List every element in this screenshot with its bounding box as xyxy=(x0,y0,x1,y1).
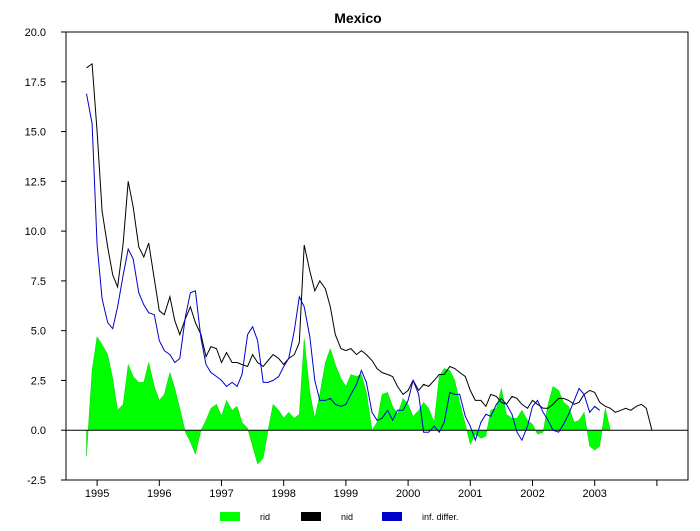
x-tick-label: 1999 xyxy=(334,488,358,500)
legend-label: rid xyxy=(260,512,270,522)
x-tick-label: 1995 xyxy=(85,488,109,500)
x-tick-label: 1996 xyxy=(147,488,171,500)
y-axis: -2.5 0.0 2.5 5.0 7.5 10.0 12.5 15.0 17.5 20.0 xyxy=(25,27,66,487)
y-tick-label: 0.0 xyxy=(31,425,46,437)
chart-title: Mexico xyxy=(334,10,381,26)
x-tick-label: 1997 xyxy=(209,488,233,500)
y-tick-label: 15.0 xyxy=(25,127,46,139)
series-inf-differ-line xyxy=(86,93,601,442)
y-tick-label: -2.5 xyxy=(27,475,46,487)
y-tick-label: 2.5 xyxy=(31,375,46,387)
legend-swatch xyxy=(220,512,240,521)
x-tick-label: 2002 xyxy=(520,488,544,500)
plot-area xyxy=(65,31,689,481)
x-tick-label: 2000 xyxy=(396,488,420,500)
x-tick-label: 2001 xyxy=(458,488,482,500)
y-tick-label: 17.5 xyxy=(25,77,46,89)
x-tick-label: 1998 xyxy=(271,488,295,500)
legend-swatch xyxy=(301,512,321,521)
legend-label: inf. differ. xyxy=(422,512,458,522)
x-axis: 1995 1996 1997 1998 1999 2000 2001 2002 2003 xyxy=(85,480,658,500)
legend-swatch xyxy=(382,512,402,521)
y-tick-label: 12.5 xyxy=(25,176,46,188)
y-tick-label: 10.0 xyxy=(25,226,46,238)
legend: rid nid inf. differ. xyxy=(220,512,458,522)
y-tick-label: 5.0 xyxy=(31,326,46,338)
x-tick-label: 2003 xyxy=(582,488,606,500)
y-tick-label: 7.5 xyxy=(31,276,46,288)
plot-frame xyxy=(65,31,689,481)
series-nid-line xyxy=(86,62,653,431)
legend-label: nid xyxy=(341,512,353,522)
y-tick-label: 20.0 xyxy=(25,27,46,39)
